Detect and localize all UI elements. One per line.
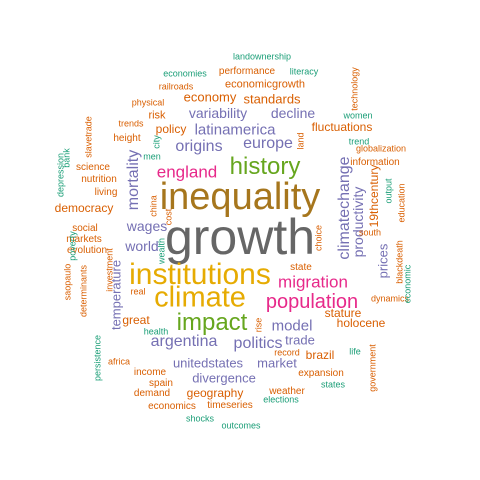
word-brazil: brazil (305, 348, 335, 362)
word-literacy: literacy (289, 66, 319, 77)
word-england: england (156, 162, 218, 182)
word-dynamics: dynamics (370, 293, 410, 304)
word-slavetrade: slavetrade (83, 116, 94, 158)
word-investment: investment (104, 248, 115, 292)
word-economic: economic (402, 264, 413, 304)
word-institutions: institutions (129, 258, 271, 291)
word-model: model (271, 317, 313, 335)
word-risk: risk (148, 109, 166, 122)
word-cost: cost (163, 208, 174, 226)
word-argentina: argentina (150, 333, 218, 350)
word-fluctuations: fluctuations (311, 120, 373, 134)
word-economies: economies (163, 68, 207, 79)
word-output: output (383, 178, 394, 204)
word-saopaulo: saopaulo (62, 263, 73, 301)
word-impact: impact (176, 309, 248, 336)
word-policy: policy (155, 122, 187, 136)
word-market: market (257, 355, 297, 371)
word-physical: physical (131, 97, 165, 108)
word-economics: economics (148, 401, 196, 412)
word-timeseries: timeseries (207, 400, 253, 411)
word-weather: weather (269, 386, 305, 397)
word-shocks: shocks (185, 413, 215, 424)
word-economicgrowth: economicgrowth (224, 78, 306, 91)
word-record: record (274, 347, 300, 358)
word-city: city (151, 135, 162, 149)
word-health: health (143, 326, 169, 337)
word-land: land (295, 132, 306, 150)
word-migration: migration (278, 272, 348, 292)
word-income: income (133, 367, 167, 378)
word-information: information (350, 157, 400, 168)
word-latinamerica: latinamerica (194, 121, 276, 139)
word-performance: performance (218, 66, 276, 77)
word-choice: choice (313, 224, 324, 252)
word-life: life (349, 346, 361, 357)
word-economy: economy (183, 89, 237, 105)
word-living: living (94, 187, 118, 198)
word-south: south (358, 227, 382, 238)
word-nutrition: nutrition (81, 174, 117, 185)
word-unitedstates: unitedstates (172, 355, 244, 371)
word-china: china (148, 195, 159, 217)
word-growth: growth (164, 209, 316, 265)
word-spain: spain (149, 378, 173, 389)
word-states: states (320, 379, 346, 390)
word-social: social (72, 223, 98, 234)
word-landownership: landownership (232, 51, 292, 62)
word-history: history (229, 153, 301, 180)
word-expansion: expansion (298, 368, 344, 379)
word-africa: africa (107, 356, 131, 367)
word-politics: politics (233, 335, 283, 352)
word-technology: technology (349, 67, 360, 111)
word-wealth: wealth (156, 237, 167, 265)
word-outcomes: outcomes (221, 420, 261, 431)
word-stature: stature (324, 306, 362, 320)
word-19thcentury: 19thcentury (367, 164, 381, 228)
word-science: science (76, 162, 110, 173)
word-rise: rise (253, 317, 264, 333)
word-evolution: evolution (66, 245, 108, 256)
word-decline: decline (270, 105, 316, 121)
word-world: world (125, 238, 159, 254)
word-railroads: railroads (158, 81, 194, 92)
word-holocene: holocene (336, 316, 386, 330)
word-wages: wages (126, 218, 168, 234)
word-prices: prices (375, 243, 391, 279)
word-real: real (130, 286, 146, 297)
word-mortality: mortality (125, 149, 142, 211)
word-elections: elections (263, 394, 299, 405)
word-determinants: determinants (78, 264, 89, 318)
word-height: height (113, 133, 141, 144)
word-state: state (290, 262, 312, 273)
word-women: women (343, 110, 373, 121)
word-variability: variability (188, 105, 248, 121)
word-trade: trade (285, 332, 315, 348)
word-demand: demand (133, 388, 171, 399)
word-government: government (367, 344, 378, 392)
word-trends: trends (118, 118, 144, 129)
word-divergence: divergence (192, 370, 256, 386)
word-markets: markets (66, 234, 102, 245)
word-trend: trend (348, 136, 370, 147)
word-europe: europe (243, 135, 293, 152)
word-standards: standards (243, 91, 301, 107)
word-education: education (396, 183, 407, 223)
word-men: men (143, 151, 161, 162)
word-poverty: poverty (67, 231, 78, 261)
word-persistence: persistence (92, 334, 103, 382)
word-population: population (265, 291, 359, 313)
word-origins: origins (175, 138, 223, 155)
word-inequality: inequality (159, 176, 321, 218)
word-globalization: globalization (355, 143, 407, 154)
word-productivity: productivity (350, 186, 366, 258)
word-depression: depression (55, 152, 66, 198)
word-climate: climate (154, 281, 246, 314)
word-great: great (122, 313, 150, 327)
word-democracy: democracy (54, 201, 114, 215)
word-geography: geography (186, 386, 244, 400)
